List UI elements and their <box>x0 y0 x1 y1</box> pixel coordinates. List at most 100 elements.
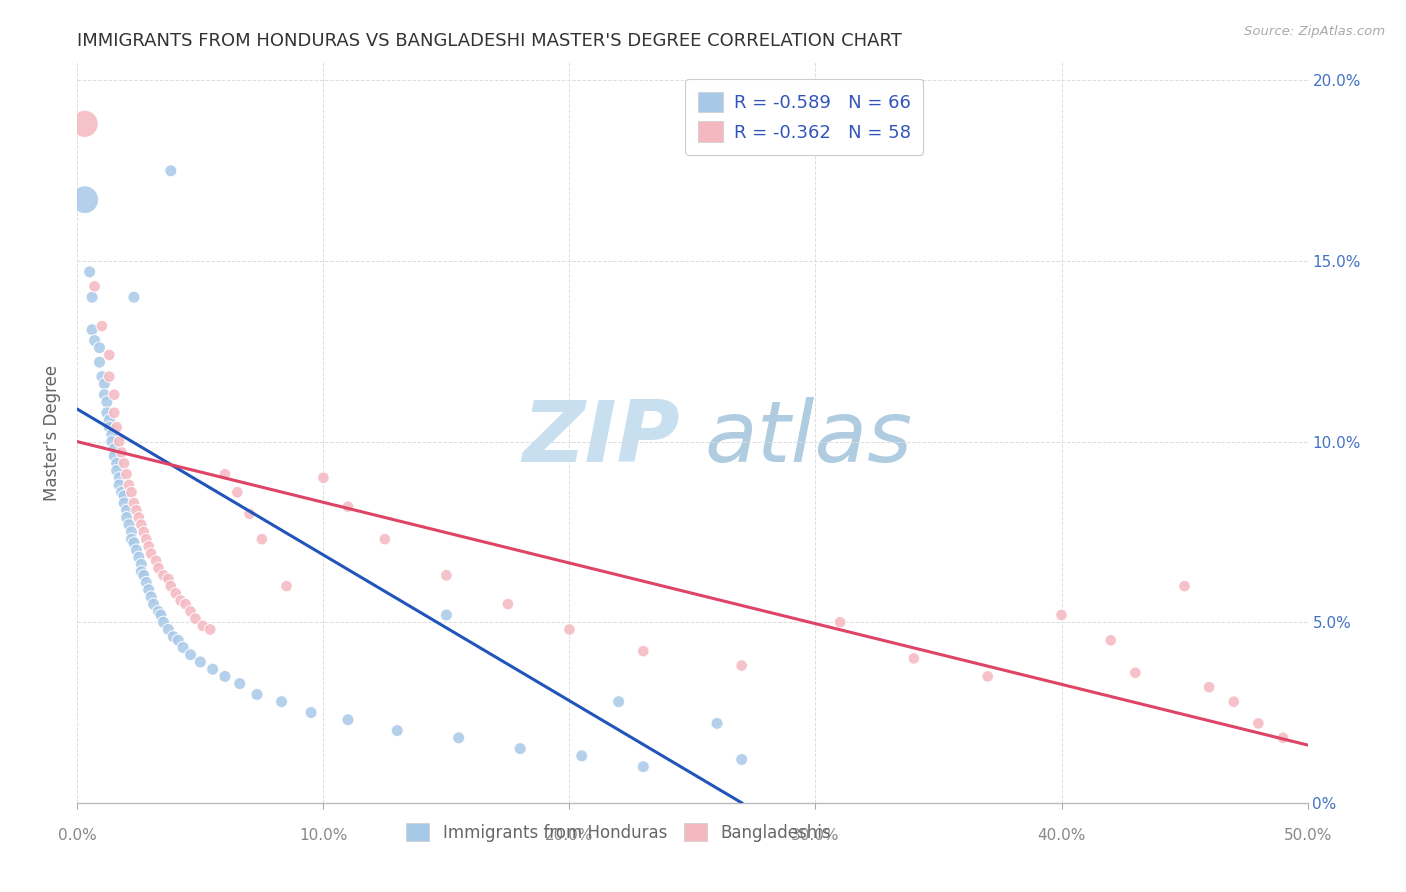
Point <box>571 748 593 763</box>
Point <box>112 456 135 470</box>
Point <box>129 558 153 572</box>
Point <box>447 731 470 745</box>
Point <box>125 503 148 517</box>
Point <box>1223 695 1246 709</box>
Point <box>250 532 273 546</box>
Point <box>89 341 111 355</box>
Point <box>191 619 214 633</box>
Point <box>1198 680 1220 694</box>
Point <box>214 467 236 482</box>
Point <box>148 561 170 575</box>
Point <box>121 532 143 546</box>
Point <box>731 658 754 673</box>
Point <box>105 456 128 470</box>
Point <box>830 615 852 630</box>
Point <box>374 532 396 546</box>
Point <box>118 517 141 532</box>
Point <box>98 348 121 362</box>
Point <box>129 565 153 579</box>
Point <box>89 355 111 369</box>
Text: 30.0%: 30.0% <box>792 828 839 843</box>
Point <box>160 163 183 178</box>
Point <box>128 550 150 565</box>
Point <box>96 406 118 420</box>
Text: Source: ZipAtlas.com: Source: ZipAtlas.com <box>1244 25 1385 38</box>
Point <box>276 579 298 593</box>
Point <box>122 290 145 304</box>
Point <box>607 695 630 709</box>
Point <box>98 420 121 434</box>
Point <box>121 524 143 539</box>
Point <box>157 623 180 637</box>
Point <box>977 669 1000 683</box>
Point <box>125 543 148 558</box>
Point <box>436 568 458 582</box>
Point <box>228 676 252 690</box>
Point <box>180 648 202 662</box>
Point <box>93 376 115 391</box>
Point <box>509 741 531 756</box>
Point <box>142 597 165 611</box>
Point <box>157 572 180 586</box>
Point <box>101 434 124 449</box>
Point <box>111 445 132 459</box>
Point <box>138 540 160 554</box>
Point <box>103 449 125 463</box>
Point <box>558 623 581 637</box>
Point <box>132 524 155 539</box>
Point <box>112 489 135 503</box>
Point <box>98 369 121 384</box>
Point <box>214 669 236 683</box>
Point <box>312 471 335 485</box>
Point <box>337 500 360 514</box>
Point <box>101 427 124 442</box>
Point <box>73 193 96 207</box>
Point <box>174 597 197 611</box>
Text: IMMIGRANTS FROM HONDURAS VS BANGLADESHI MASTER'S DEGREE CORRELATION CHART: IMMIGRANTS FROM HONDURAS VS BANGLADESHI … <box>77 32 903 50</box>
Point <box>132 568 155 582</box>
Point <box>111 485 132 500</box>
Point <box>200 623 222 637</box>
Point <box>239 507 262 521</box>
Point <box>141 590 163 604</box>
Point <box>108 478 131 492</box>
Point <box>115 510 138 524</box>
Text: 20.0%: 20.0% <box>546 828 593 843</box>
Point <box>145 554 167 568</box>
Point <box>706 716 728 731</box>
Point <box>108 434 131 449</box>
Point <box>1247 716 1270 731</box>
Point <box>436 607 458 622</box>
Point <box>115 467 138 482</box>
Point <box>135 575 157 590</box>
Text: 10.0%: 10.0% <box>299 828 347 843</box>
Point <box>103 406 125 420</box>
Point <box>165 586 187 600</box>
Point <box>128 510 150 524</box>
Point <box>83 279 105 293</box>
Point <box>170 593 193 607</box>
Point <box>385 723 409 738</box>
Point <box>1050 607 1073 622</box>
Point <box>180 604 202 618</box>
Point <box>172 640 194 655</box>
Point <box>122 535 145 549</box>
Point <box>226 485 249 500</box>
Point <box>184 612 207 626</box>
Point <box>105 464 128 478</box>
Point <box>1125 665 1147 680</box>
Text: 50.0%: 50.0% <box>1284 828 1331 843</box>
Legend: Immigrants from Honduras, Bangladeshis: Immigrants from Honduras, Bangladeshis <box>398 815 839 850</box>
Point <box>141 547 163 561</box>
Point <box>1272 731 1295 745</box>
Point <box>148 604 170 618</box>
Point <box>83 334 105 348</box>
Point <box>160 579 183 593</box>
Point <box>1174 579 1197 593</box>
Text: ZIP: ZIP <box>523 397 681 480</box>
Point <box>299 706 322 720</box>
Point <box>115 503 138 517</box>
Point <box>118 478 141 492</box>
Point <box>903 651 925 665</box>
Point <box>79 265 101 279</box>
